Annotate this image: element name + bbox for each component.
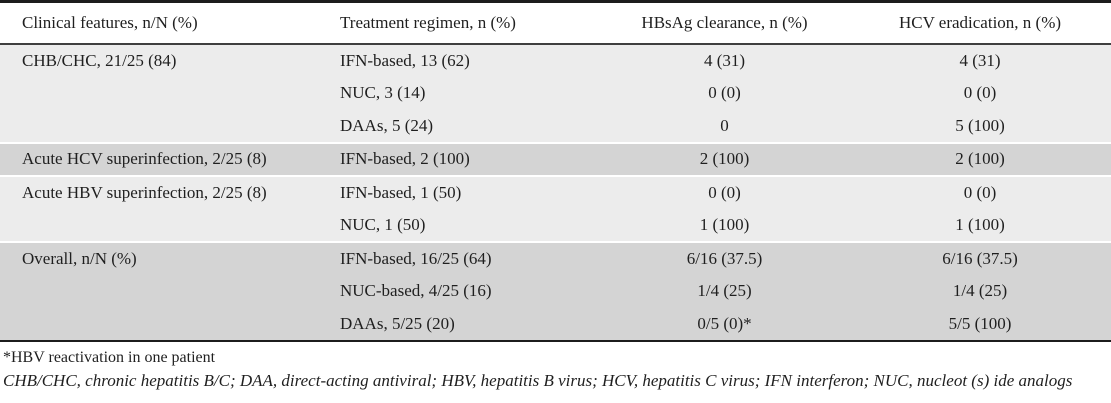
cell-clinical: Acute HCV superinfection, 2/25 (8) — [0, 141, 318, 176]
table-row: DAAs, 5/25 (20) 0/5 (0)* 5/5 (100) — [0, 307, 1111, 341]
table-footnotes: *HBV reactivation in one patient CHB/CHC… — [0, 342, 1111, 393]
cell-clinical — [0, 209, 318, 242]
clinical-outcomes-table: Clinical features, n/N (%) Treatment reg… — [0, 0, 1111, 341]
cell-hcv: 1 (100) — [955, 214, 1005, 234]
cell-hcv: 6/16 (37.5) — [850, 240, 1111, 275]
table-row: Overall, n/N (%) IFN-based, 16/25 (64) 6… — [0, 240, 1111, 275]
table-row: DAAs, 5 (24) 0 5 (100) — [0, 109, 1111, 143]
header-treatment-regimen: Treatment regimen, n (%) — [318, 1, 600, 45]
cell-regimen: IFN-based, 16/25 (64) — [318, 240, 600, 275]
cell-hbsag: 6/16 (37.5) — [600, 240, 850, 275]
cell-regimen: DAAs, 5 (24) — [340, 115, 434, 135]
table-row: Acute HBV superinfection, 2/25 (8) IFN-b… — [0, 174, 1111, 209]
cell-regimen: NUC-based, 4/25 (16) — [340, 281, 492, 300]
cell-clinical: Overall, n/N (%) — [0, 240, 318, 275]
footnote-abbreviations: CHB/CHC, chronic hepatitis B/C; DAA, dir… — [3, 370, 1073, 390]
cell-hcv: 0 (0) — [963, 83, 997, 102]
table-row: NUC, 3 (14) 0 (0) 0 (0) — [0, 76, 1111, 110]
cell-hcv: 5/5 (100) — [948, 313, 1012, 333]
cell-clinical — [0, 308, 318, 341]
table-row: CHB/CHC, 21/25 (84) IFN-based, 13 (62) 4… — [0, 43, 1111, 77]
cell-hbsag: 0/5 (0)* — [697, 313, 752, 333]
cell-hcv: 1/4 (25) — [952, 281, 1008, 300]
header-clinical-features: Clinical features, n/N (%) — [0, 1, 318, 45]
cell-hbsag: 4 (31) — [703, 50, 746, 70]
cell-clinical: CHB/CHC, 21/25 (84) — [22, 50, 177, 70]
table-header: Clinical features, n/N (%) Treatment reg… — [0, 1, 1111, 45]
table-row: Acute HCV superinfection, 2/25 (8) IFN-b… — [0, 141, 1111, 176]
cell-hbsag: 0 — [720, 115, 729, 135]
cell-clinical — [0, 77, 318, 110]
cell-hcv: 2 (100) — [850, 141, 1111, 176]
cell-regimen: IFN-based, 13 (62) — [340, 50, 470, 70]
table-row: NUC-based, 4/25 (16) 1/4 (25) 1/4 (25) — [0, 274, 1111, 308]
table-row: NUC, 1 (50) 1 (100) 1 (100) — [0, 208, 1111, 242]
header-hbsag-clearance: HBsAg clearance, n (%) — [600, 1, 850, 45]
table-body: CHB/CHC, 21/25 (84) IFN-based, 13 (62) 4… — [0, 43, 1111, 341]
header-row: Clinical features, n/N (%) Treatment reg… — [0, 1, 1111, 45]
cell-clinical: Acute HBV superinfection, 2/25 (8) — [0, 174, 318, 209]
cell-regimen: DAAs, 5/25 (20) — [340, 313, 455, 333]
header-hcv-eradication: HCV eradication, n (%) — [850, 1, 1111, 45]
cell-hcv: 4 (31) — [959, 50, 1001, 70]
cell-hbsag: 1/4 (25) — [697, 281, 752, 300]
cell-hbsag: 0 (0) — [708, 83, 741, 102]
cell-hbsag: 0 (0) — [600, 174, 850, 209]
cell-hcv: 5 (100) — [955, 115, 1005, 135]
cell-regimen: NUC, 1 (50) — [340, 214, 426, 234]
cell-clinical — [0, 110, 318, 143]
cell-regimen: IFN-based, 1 (50) — [318, 174, 600, 209]
cell-hbsag: 1 (100) — [699, 214, 750, 234]
cell-hcv: 0 (0) — [850, 174, 1111, 209]
cell-regimen: IFN-based, 2 (100) — [318, 141, 600, 176]
footnote-asterisk-note: *HBV reactivation in one patient — [3, 348, 216, 366]
cell-hbsag: 2 (100) — [600, 141, 850, 176]
cell-regimen: NUC, 3 (14) — [340, 83, 426, 102]
cell-clinical — [0, 275, 318, 308]
